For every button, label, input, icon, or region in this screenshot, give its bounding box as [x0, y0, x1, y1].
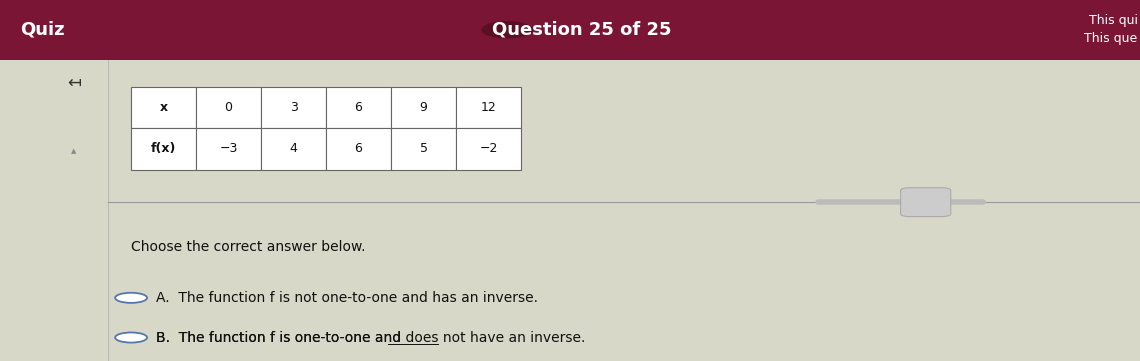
Bar — [261, 87, 326, 128]
Text: ▲: ▲ — [72, 149, 76, 155]
Bar — [261, 128, 326, 170]
Text: 12: 12 — [481, 101, 496, 114]
Text: 6: 6 — [355, 142, 363, 156]
Text: B.  The function f is one-to-one and does not have an inverse.: B. The function f is one-to-one and does… — [156, 331, 586, 344]
Text: This que: This que — [1084, 32, 1138, 45]
Circle shape — [115, 332, 147, 343]
Bar — [456, 128, 521, 170]
Bar — [326, 128, 391, 170]
Bar — [196, 128, 261, 170]
Text: Question 25 of 25: Question 25 of 25 — [491, 21, 671, 39]
Text: 4: 4 — [290, 142, 298, 156]
Text: Quiz: Quiz — [21, 21, 65, 39]
Text: 9: 9 — [420, 101, 428, 114]
Text: Choose the correct answer below.: Choose the correct answer below. — [131, 240, 366, 254]
FancyBboxPatch shape — [901, 188, 951, 217]
Text: B.  The function f is one-to-one and: B. The function f is one-to-one and — [156, 331, 406, 344]
Circle shape — [482, 22, 532, 38]
Bar — [391, 128, 456, 170]
Bar — [196, 87, 261, 128]
Text: A.  The function f is not one-to-one and has an inverse.: A. The function f is not one-to-one and … — [156, 291, 538, 305]
Text: 5: 5 — [420, 142, 428, 156]
Text: 0: 0 — [225, 101, 233, 114]
Bar — [326, 87, 391, 128]
Text: The table is a complete representation of f. Use the table to determine if f is : The table is a complete representation o… — [131, 36, 881, 50]
Text: −2: −2 — [479, 142, 498, 156]
Text: ‹: ‹ — [481, 21, 488, 39]
Bar — [131, 128, 196, 170]
Text: This qui: This qui — [1089, 14, 1138, 27]
Bar — [456, 87, 521, 128]
Text: x: x — [160, 101, 168, 114]
Text: 6: 6 — [355, 101, 363, 114]
Text: −3: −3 — [219, 142, 238, 156]
Text: f(x): f(x) — [150, 142, 177, 156]
Text: 3: 3 — [290, 101, 298, 114]
Bar — [391, 87, 456, 128]
Circle shape — [115, 293, 147, 303]
Text: ↤: ↤ — [67, 74, 81, 92]
Bar — [0, 0, 1140, 60]
Bar — [131, 87, 196, 128]
Text: ›: › — [663, 21, 670, 39]
